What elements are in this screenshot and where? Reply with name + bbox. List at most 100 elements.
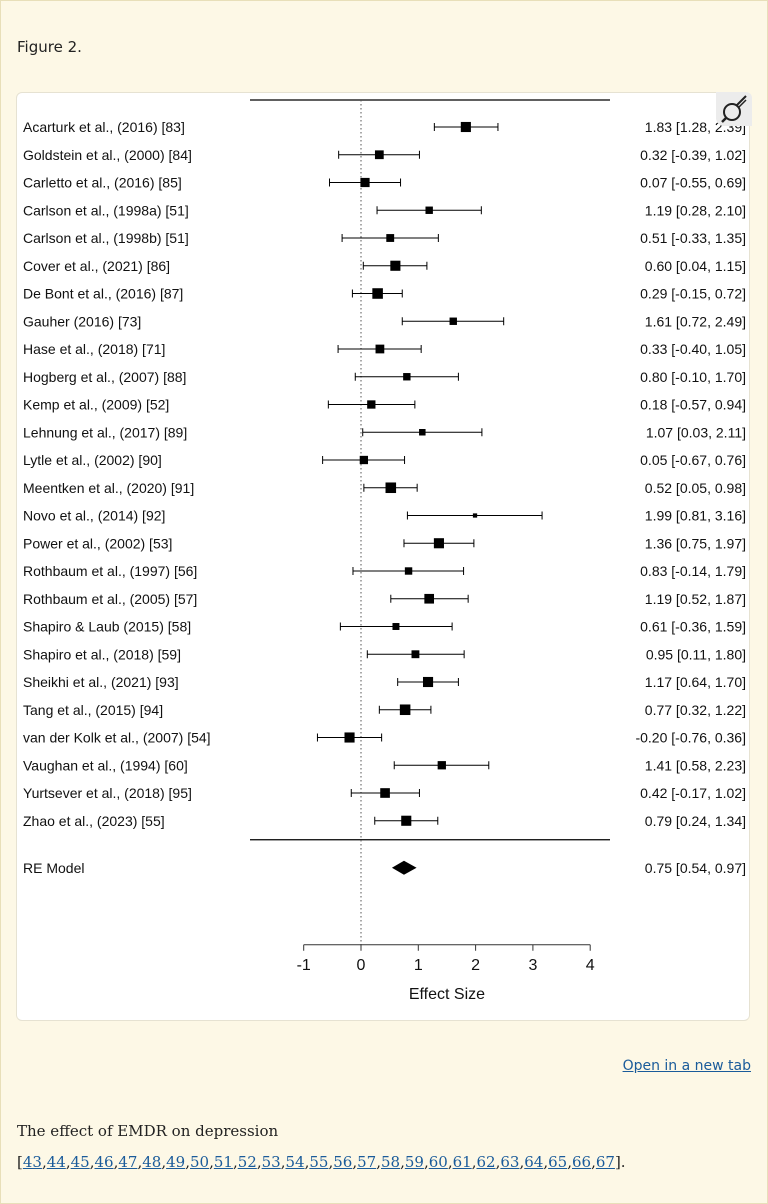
point-estimate [344, 732, 355, 743]
reference-link[interactable]: 66 [571, 1153, 592, 1171]
reference-link[interactable]: 61 [452, 1153, 472, 1171]
magnifier-icon [721, 95, 747, 123]
reference-separator: , [185, 1153, 190, 1171]
point-estimate [437, 761, 446, 770]
ci-text: 1.19 [0.28, 2.10] [645, 202, 746, 218]
study-label: van der Kolk et al., (2007) [54] [23, 730, 211, 746]
point-estimate [390, 260, 401, 271]
figure-caption: The effect of EMDR on depression [43,44,… [17, 1116, 752, 1178]
study-label: Tang et al., (2015) [94] [23, 702, 163, 718]
reference-separator: , [447, 1153, 453, 1171]
reference-separator: , [400, 1153, 405, 1171]
reference-separator: , [280, 1153, 286, 1171]
reference-separator: , [591, 1153, 596, 1171]
ci-text: 0.80 [-0.10, 1.70] [640, 369, 746, 385]
study-label: Goldstein et al., (2000) [84] [23, 147, 192, 163]
reference-link[interactable]: 63 [500, 1153, 520, 1171]
point-estimate [419, 429, 426, 436]
reference-link[interactable]: 49 [166, 1153, 186, 1171]
zoom-button[interactable] [716, 92, 752, 126]
study-label: Rothbaum et al., (2005) [57] [23, 591, 197, 607]
reference-link[interactable]: 54 [285, 1153, 305, 1171]
ci-text: 0.51 [-0.33, 1.35] [640, 230, 746, 246]
point-estimate [367, 400, 376, 409]
caption-ref-close: ]. [614, 1153, 626, 1171]
reference-link[interactable]: 59 [404, 1153, 424, 1171]
study-label: Hase et al., (2018) [71] [23, 341, 165, 357]
reference-link[interactable]: 55 [309, 1153, 329, 1171]
point-estimate [472, 513, 478, 518]
reference-separator: , [543, 1153, 549, 1171]
reference-link[interactable]: 45 [70, 1153, 90, 1171]
reference-link[interactable]: 56 [333, 1153, 353, 1171]
ci-text: 0.18 [-0.57, 0.94] [640, 397, 746, 413]
summary-label: RE Model [23, 860, 84, 876]
reference-separator: , [137, 1153, 143, 1171]
reference-link[interactable]: 48 [142, 1153, 162, 1171]
reference-link[interactable]: 50 [189, 1153, 210, 1171]
caption-ref-open: [ [17, 1153, 23, 1171]
ci-text: -0.20 [-0.76, 0.36] [635, 730, 746, 746]
reference-link[interactable]: 52 [237, 1153, 257, 1171]
reference-link[interactable]: 67 [595, 1153, 615, 1171]
study-label: Hogberg et al., (2007) [88] [23, 369, 186, 385]
reference-separator: , [423, 1153, 429, 1171]
study-label: Acarturk et al., (2016) [83] [23, 119, 185, 135]
reference-separator: , [304, 1153, 310, 1171]
ci-text: 0.52 [0.05, 0.98] [645, 480, 746, 496]
reference-link[interactable]: 43 [22, 1153, 42, 1171]
reference-link[interactable]: 53 [261, 1153, 281, 1171]
study-label: Carlson et al., (1998a) [51] [23, 202, 189, 218]
study-label: Yurtsever et al., (2018) [95] [23, 785, 192, 801]
reference-links: 43,44,45,46,47,48,49,50,51,52,53,54,55,5… [23, 1153, 615, 1171]
point-estimate [372, 288, 383, 299]
ci-text: 0.32 [-0.39, 1.02] [640, 147, 746, 163]
reference-link[interactable]: 60 [428, 1153, 448, 1171]
point-estimate [359, 455, 369, 465]
reference-link[interactable]: 47 [118, 1153, 138, 1171]
reference-separator: , [89, 1153, 95, 1171]
reference-link[interactable]: 62 [476, 1153, 496, 1171]
point-estimate [401, 815, 412, 826]
ci-text: 0.29 [-0.15, 0.72] [640, 286, 746, 302]
study-label: Shapiro et al., (2018) [59] [23, 646, 181, 662]
ci-text: 0.77 [0.32, 1.22] [645, 702, 746, 718]
point-estimate [374, 150, 384, 160]
reference-separator: , [65, 1153, 71, 1171]
reference-link[interactable]: 46 [94, 1153, 114, 1171]
x-tick-label: 1 [414, 957, 423, 974]
ci-text: 1.17 [0.64, 1.70] [645, 674, 746, 690]
point-estimate [403, 373, 411, 381]
study-label: Lytle et al., (2002) [90] [23, 452, 162, 468]
ci-text: 0.42 [-0.17, 1.02] [640, 785, 746, 801]
summary-diamond [391, 860, 417, 875]
ci-text: 0.79 [0.24, 1.34] [645, 813, 746, 829]
point-estimate [399, 704, 411, 716]
reference-separator: , [161, 1153, 167, 1171]
open-in-new-tab-link[interactable]: Open in a new tab [622, 1058, 751, 1074]
figure-panel[interactable]: Acarturk et al., (2016) [83] 1.83 [1.28, … [16, 92, 750, 1021]
study-label: Zhao et al., (2023) [55] [23, 813, 165, 829]
reference-link[interactable]: 65 [548, 1153, 568, 1171]
ci-text: 0.07 [-0.55, 0.69] [640, 175, 746, 191]
study-label: Meentken et al., (2020) [91] [23, 480, 194, 496]
caption-text: The effect of EMDR on depression [17, 1122, 279, 1140]
ci-text: 1.99 [0.81, 3.16] [645, 508, 746, 524]
reference-link[interactable]: 64 [524, 1153, 544, 1171]
x-axis-title: Effect Size [409, 986, 485, 1003]
point-estimate [375, 344, 385, 354]
reference-link[interactable]: 51 [213, 1153, 233, 1171]
ci-text: 0.95 [0.11, 1.80] [646, 646, 746, 662]
reference-separator: , [376, 1153, 381, 1171]
reference-link[interactable]: 57 [357, 1153, 377, 1171]
reference-link[interactable]: 58 [380, 1153, 401, 1171]
point-estimate [385, 482, 397, 494]
study-label: Carletto et al., (2016) [85] [23, 175, 182, 191]
reference-link[interactable]: 44 [46, 1153, 66, 1171]
ci-text: 1.41 [0.58, 2.23] [645, 757, 746, 773]
x-tick-label: 4 [586, 957, 595, 974]
point-estimate [424, 593, 435, 604]
study-label: Vaughan et al., (1994) [60] [23, 757, 188, 773]
x-tick-label: -1 [297, 957, 311, 974]
reference-separator: , [471, 1153, 477, 1171]
